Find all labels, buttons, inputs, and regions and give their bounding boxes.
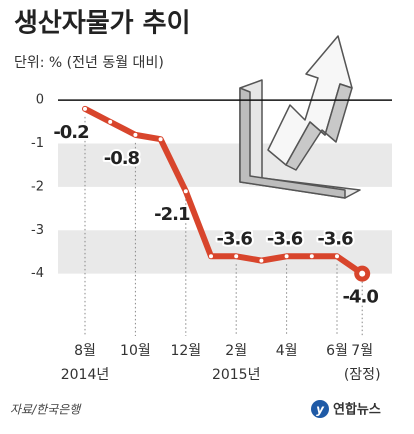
y-tick-label: 0 — [36, 93, 44, 108]
data-label: -4.0 — [343, 287, 379, 308]
point-marker — [284, 254, 289, 259]
x-tick-label: 4월 — [276, 343, 298, 359]
point-marker — [183, 189, 188, 194]
logo-mark — [311, 400, 329, 418]
grid-band — [58, 143, 392, 187]
data-label: -2.1 — [154, 204, 190, 225]
data-label: -3.6 — [317, 228, 353, 249]
point-marker — [209, 254, 213, 259]
y-tick-label: -2 — [31, 179, 44, 194]
x-tick-label: 6월 — [326, 343, 348, 359]
x-year-label: 2015년 — [212, 367, 261, 383]
point-marker — [234, 254, 239, 259]
x-tick-label: 12월 — [170, 343, 201, 359]
x-note-label: (잠정) — [344, 367, 381, 383]
y-tick-label: -3 — [31, 223, 44, 238]
publisher: 연합뉴스 — [333, 402, 381, 418]
data-label: -0.2 — [53, 122, 88, 143]
data-label: -3.6 — [267, 228, 303, 249]
data-label: -3.6 — [217, 228, 253, 249]
chart-subtitle: 단위: % (전년 동월 대비) — [14, 55, 164, 71]
data-label: -0.8 — [104, 148, 140, 169]
source: 자료/한국은행 — [10, 403, 82, 417]
y-tick-label: -4 — [31, 266, 44, 281]
logo-glyph: y — [316, 403, 325, 417]
point-marker — [108, 119, 113, 124]
point-marker — [335, 254, 339, 259]
point-marker — [83, 106, 87, 111]
x-tick-label: 10월 — [120, 343, 151, 359]
bands — [58, 143, 392, 274]
icon-arrow-side — [285, 83, 353, 171]
x-year-label: 2014년 — [61, 367, 110, 383]
point-marker — [133, 132, 138, 137]
series-line — [82, 105, 366, 277]
x-tick-label: 7월 — [351, 343, 373, 359]
icon-base-side — [239, 87, 346, 199]
x-tick-label: 8월 — [74, 343, 96, 359]
point-center — [359, 270, 366, 277]
arrow-illustration — [239, 35, 361, 199]
chart-title: 생산자물가 추이 — [14, 9, 191, 39]
point-marker — [309, 254, 314, 259]
x-tick-label: 2월 — [225, 343, 247, 359]
point-marker — [158, 137, 163, 142]
point-marker — [259, 258, 264, 263]
grid-band — [58, 230, 392, 274]
y-tick-label: -1 — [31, 136, 44, 151]
